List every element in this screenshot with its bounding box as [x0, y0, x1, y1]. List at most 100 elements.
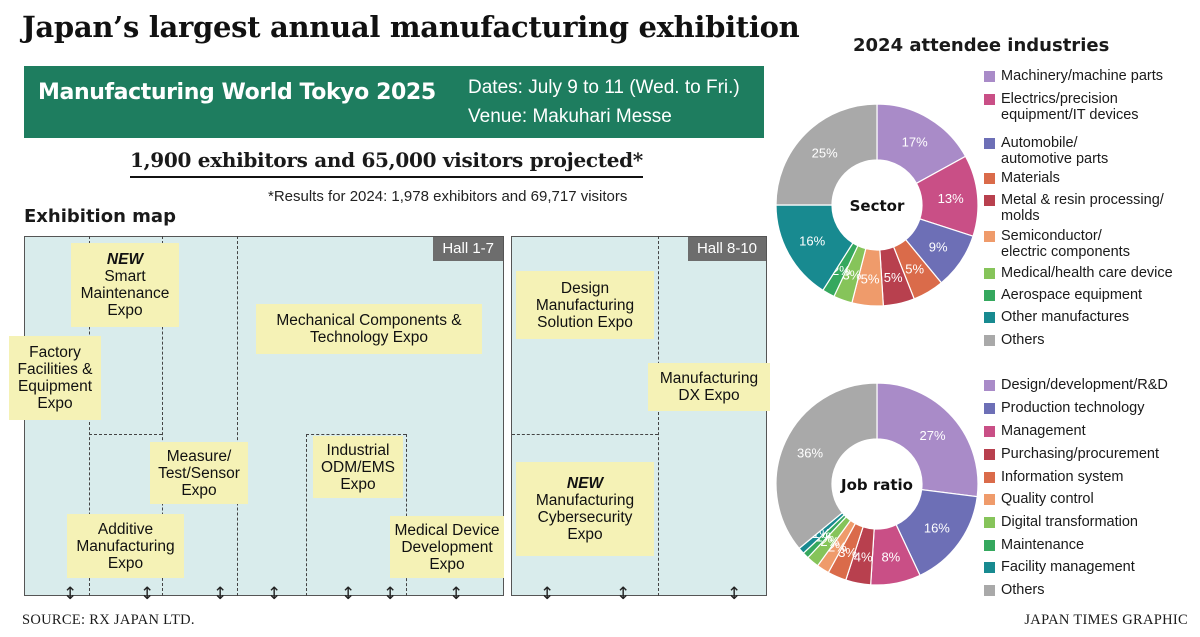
legend-swatch	[984, 195, 995, 206]
legend-label: equipment/IT devices	[1001, 107, 1139, 123]
slice-label: 17%	[902, 134, 928, 149]
graphic-credit: JAPAN TIMES GRAPHIC	[1024, 612, 1188, 628]
hall-1-7-tag: Hall 1-7	[433, 237, 503, 261]
legend-label: Machinery/machine parts	[1001, 68, 1163, 84]
hall-divider	[162, 236, 163, 596]
legend-swatch	[984, 268, 995, 279]
legend-label: Other manufactures	[1001, 309, 1130, 325]
donut-slice	[876, 382, 979, 498]
legend-swatch	[984, 138, 995, 149]
legend-item: Aerospace equipment	[984, 287, 1196, 303]
slice-label: 5%	[884, 270, 903, 285]
hall-divider	[89, 434, 162, 435]
expo-smart-maintenance: NEW Smart Maintenance Expo	[71, 243, 179, 327]
legend-swatch	[984, 472, 995, 483]
legend-item: Information system	[984, 469, 1196, 485]
expo-label-line: Smart	[104, 268, 146, 285]
legend-item: Others	[984, 332, 1196, 348]
legend-swatch	[984, 380, 995, 391]
legend-item: Automobile/automotive parts	[984, 135, 1196, 167]
legend-swatch	[984, 585, 995, 596]
legend-item: Materials	[984, 170, 1196, 186]
hall-divider	[306, 434, 406, 435]
headline: Japan’s largest annual manufacturing exh…	[22, 10, 800, 44]
expo-label-line: Expo	[107, 302, 143, 319]
results-footnote: *Results for 2024: 1,978 exhibitors and …	[268, 188, 628, 205]
legend-label: Purchasing/procurement	[1001, 446, 1159, 462]
legend-label: Others	[1001, 582, 1045, 598]
legend-label: Others	[1001, 332, 1045, 348]
donut-center-label: Sector	[850, 197, 905, 215]
slice-label: 13%	[938, 191, 964, 206]
legend-swatch	[984, 94, 995, 105]
expo-industrial-odm-ems: Industrial ODM/EMS Expo	[313, 436, 403, 498]
expo-factory-facilities: Factory Facilities & Equipment Expo	[9, 336, 101, 420]
legend-swatch	[984, 562, 995, 573]
slice-label: 16%	[924, 520, 950, 535]
new-tag: NEW	[566, 475, 604, 492]
legend-swatch	[984, 494, 995, 505]
legend-label: Information system	[1001, 469, 1124, 485]
slice-label: 3%	[838, 545, 857, 560]
expo-manufacturing-dx: Manufacturing DX Expo	[648, 363, 770, 411]
expo-label-line: Additive	[97, 520, 154, 538]
source-note: SOURCE: RX JAPAN LTD.	[22, 612, 195, 628]
donut-slice	[775, 103, 878, 206]
expo-label-line: Measure/	[166, 447, 232, 465]
legend-swatch	[984, 231, 995, 242]
slice-label: 5%	[861, 272, 880, 287]
legend-swatch	[984, 426, 995, 437]
legend-label: Design/development/R&D	[1001, 377, 1168, 393]
legend-swatch	[984, 173, 995, 184]
legend-item: Quality control	[984, 491, 1196, 507]
event-dates: Dates: July 9 to 11 (Wed. to Fri.)	[468, 77, 740, 98]
entrance-arrow-icon: ↕	[616, 584, 631, 604]
legend-item: Maintenance	[984, 537, 1196, 553]
expo-measure-test-sensor: Measure/ Test/Sensor Expo	[150, 442, 248, 504]
entrance-arrow-icon: ↕	[727, 584, 742, 604]
legend-item: Facility management	[984, 559, 1196, 575]
expo-label-line: Expo	[340, 475, 376, 493]
legend-label: Materials	[1001, 170, 1060, 186]
entrance-arrow-icon: ↕	[383, 584, 398, 604]
legend-item: Others	[984, 582, 1196, 598]
expo-label-line: ODM/EMS	[320, 458, 396, 476]
expo-label-line: Expo	[567, 526, 603, 543]
expo-label-line: Expo	[181, 481, 217, 499]
entrance-arrow-icon: ↕	[140, 584, 155, 604]
slice-label: 3%	[843, 268, 862, 283]
legend-label: electric components	[1001, 244, 1130, 260]
legend-item: Machinery/machine parts	[984, 68, 1196, 84]
legend-swatch	[984, 403, 995, 414]
expo-design-manufacturing: Design Manufacturing Solution Expo	[516, 271, 654, 339]
legend-item: Digital transformation	[984, 514, 1196, 530]
hall-divider	[237, 236, 238, 596]
expo-label-line: Equipment	[17, 378, 93, 395]
expo-label-line: Factory	[29, 344, 81, 361]
legend-item: Electrics/precision equipment/IT devices	[984, 91, 1196, 123]
expo-label-line: Medical Device	[394, 521, 500, 539]
legend-label: Management	[1001, 423, 1086, 439]
event-name: Manufacturing World Tokyo 2025	[38, 80, 436, 105]
slice-label: 16%	[799, 234, 825, 249]
legend-label: Automobile/	[1001, 135, 1078, 151]
expo-label-line: Test/Sensor	[158, 464, 240, 482]
entrance-arrow-icon: ↕	[267, 584, 282, 604]
legend-item: Semiconductor/electric components	[984, 228, 1196, 260]
expo-label-line: Facilities &	[17, 361, 93, 378]
expo-label-line: DX Expo	[678, 387, 740, 404]
expo-additive-manufacturing: Additive Manufacturing Expo	[67, 514, 184, 578]
expo-label-line: Manufacturing	[659, 370, 759, 387]
legend-swatch	[984, 335, 995, 346]
legend-item: Metal & resin processing/molds	[984, 192, 1196, 224]
legend-swatch	[984, 517, 995, 528]
exhibition-map-title: Exhibition map	[24, 206, 176, 227]
legend-label: Facility management	[1001, 559, 1135, 575]
expo-mechanical-components: Mechanical Components & Technology Expo	[256, 304, 482, 354]
hall-8-10-tag: Hall 8-10	[687, 237, 766, 261]
slice-label: 8%	[881, 550, 900, 565]
expo-label-line: Expo	[107, 554, 144, 572]
entrance-arrow-icon: ↕	[63, 584, 78, 604]
legend-label: Electrics/precision	[1001, 91, 1118, 107]
legend-label: automotive parts	[1001, 151, 1109, 167]
